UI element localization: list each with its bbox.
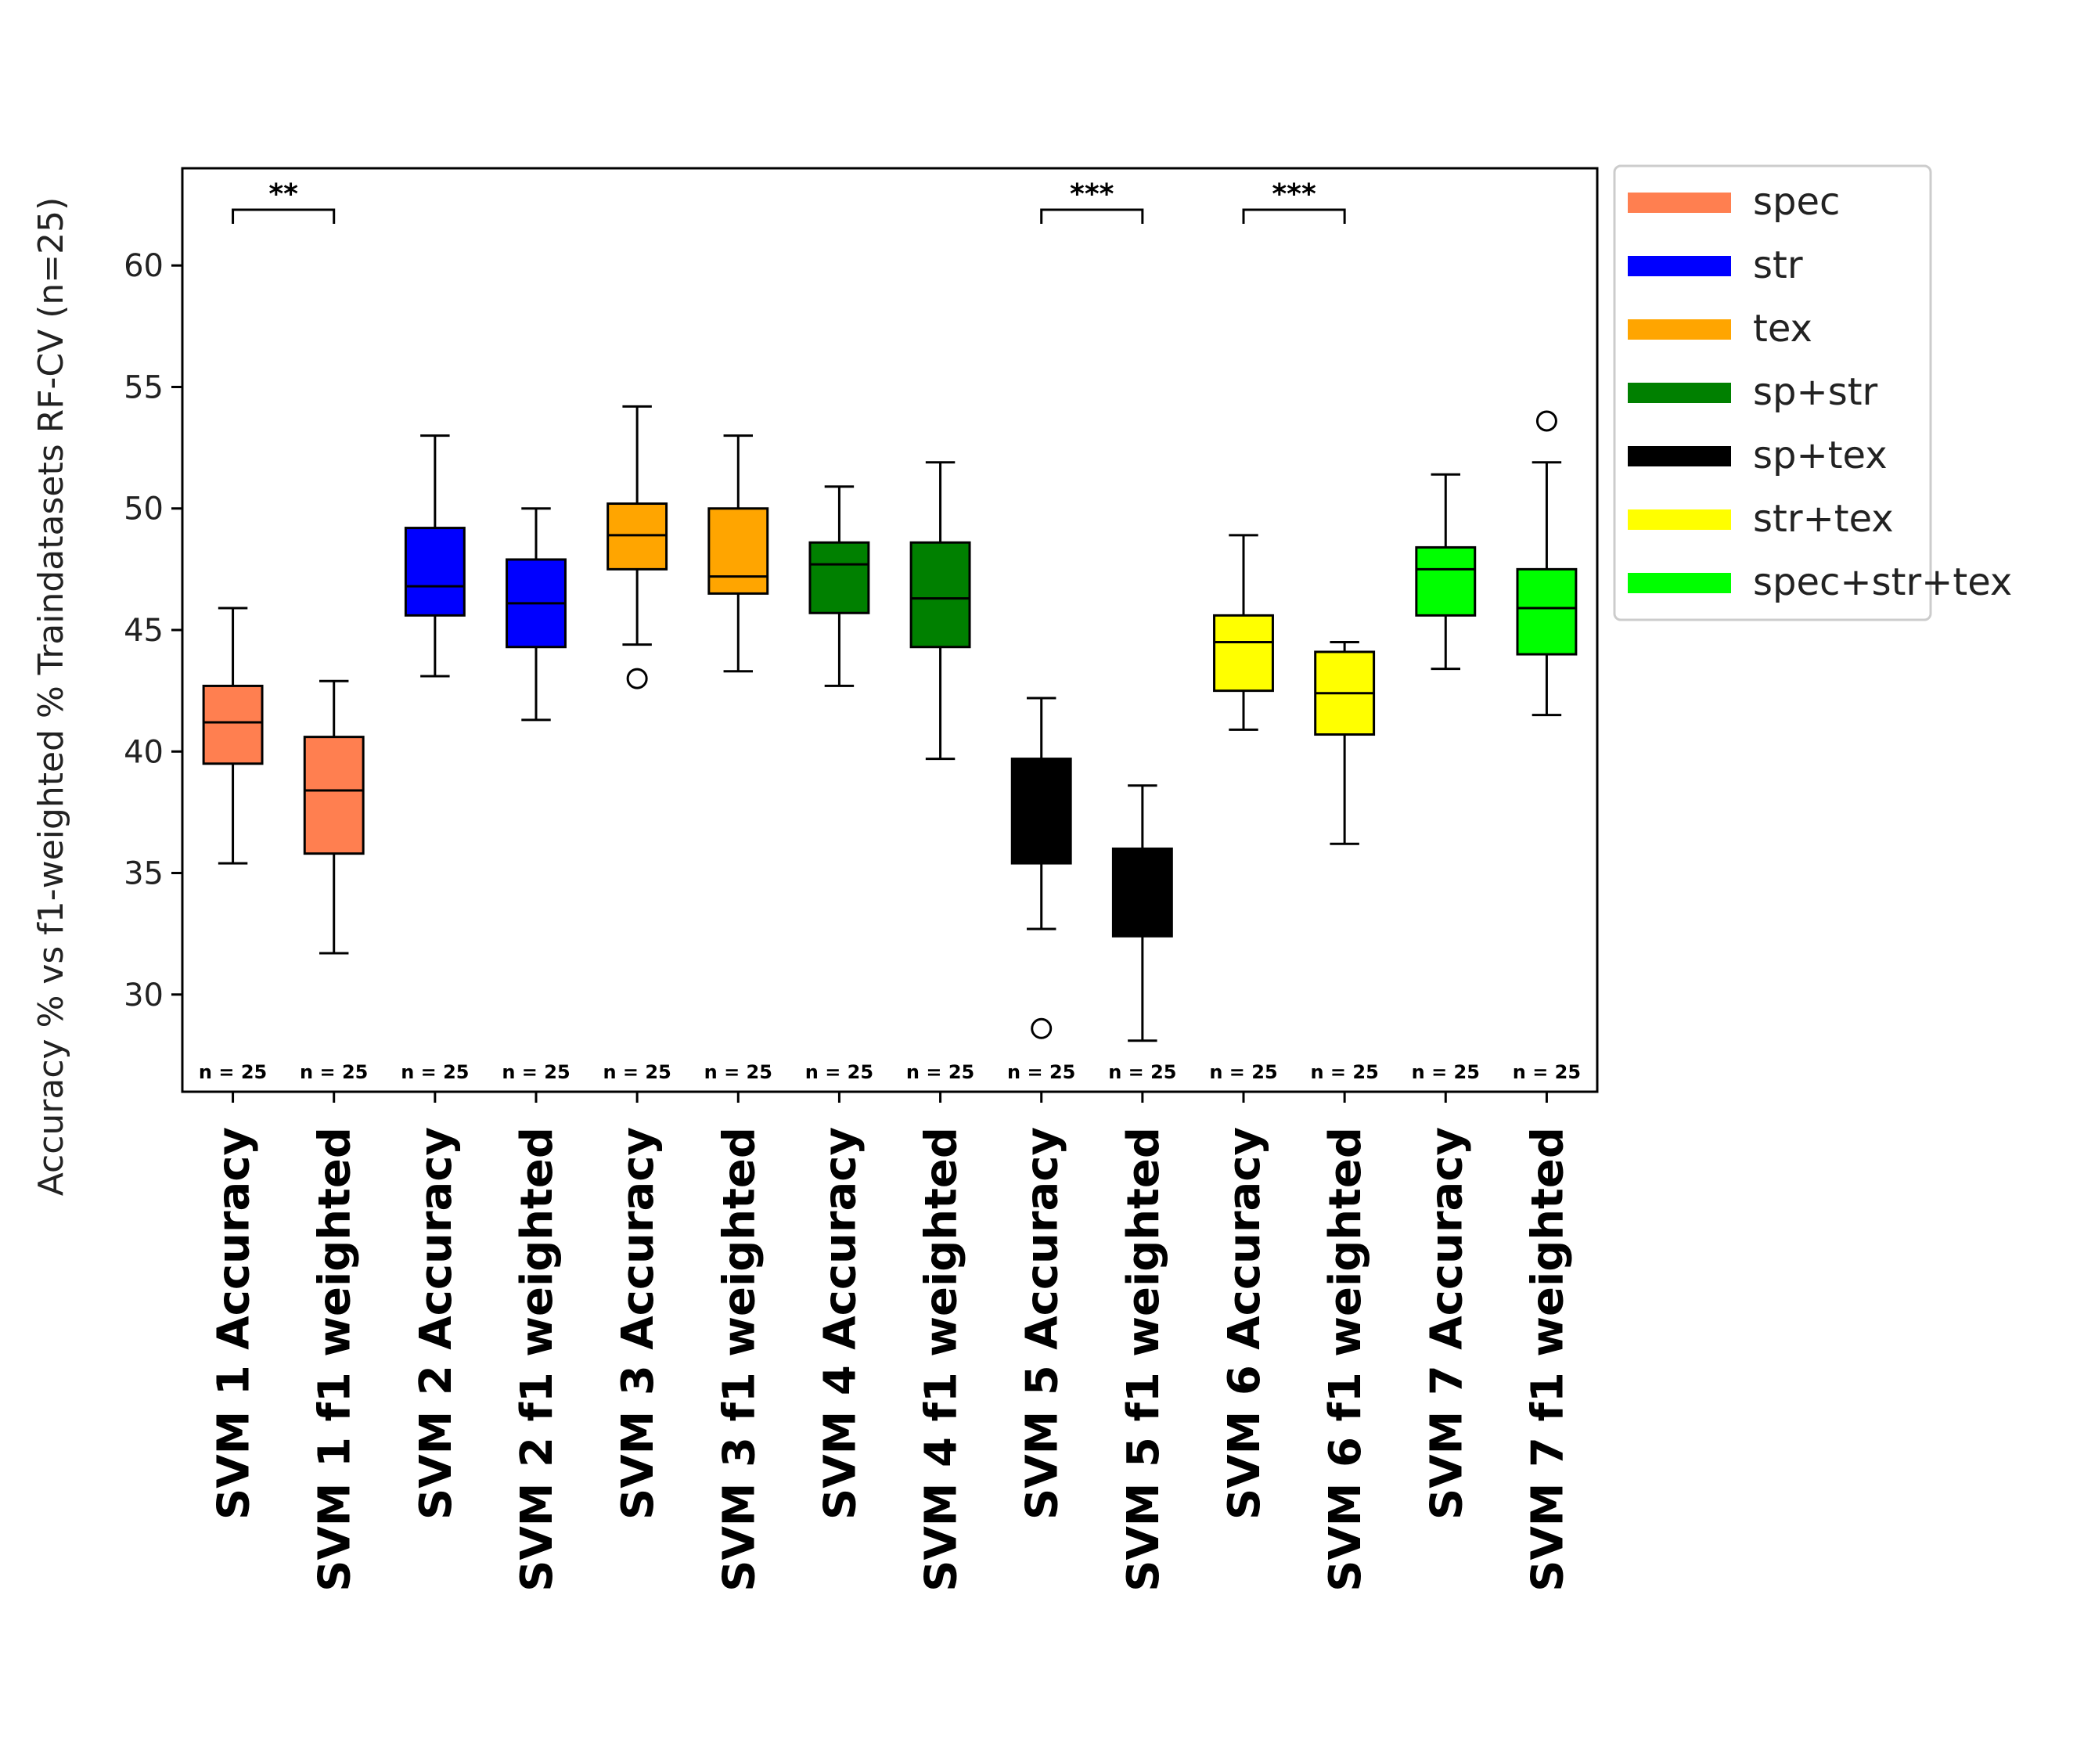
x-tick-label: SVM 7 Accuracy bbox=[1421, 1127, 1472, 1520]
box-body bbox=[202, 684, 264, 765]
n-label: n = 25 bbox=[906, 1061, 974, 1083]
significance-brackets: ** *** *** bbox=[232, 178, 1346, 224]
legend-label: str bbox=[1753, 243, 1803, 287]
legend-label: str+tex bbox=[1753, 497, 1894, 541]
n-label: n = 25 bbox=[1513, 1061, 1581, 1083]
y-tick-label: 45 bbox=[124, 613, 164, 649]
box-13 bbox=[1415, 473, 1477, 671]
n-label: n = 25 bbox=[502, 1061, 570, 1083]
box-3 bbox=[404, 434, 466, 678]
legend: spec str tex sp+str sp+tex str+tex spec+str+te… bbox=[1613, 164, 2012, 621]
n-label: n = 25 bbox=[704, 1061, 772, 1083]
x-axis-ticks: SVM 1 Accuracy SVM 1 f1 weighted SVM 2 Acc… bbox=[209, 1092, 1573, 1592]
y-tick-label: 40 bbox=[124, 734, 164, 770]
n-label: n = 25 bbox=[1209, 1061, 1277, 1083]
box-4 bbox=[506, 507, 567, 722]
n-label: n = 25 bbox=[805, 1061, 873, 1083]
box-14 bbox=[1516, 410, 1578, 717]
outlier-point bbox=[1031, 1017, 1053, 1039]
n-label: n = 25 bbox=[401, 1061, 469, 1083]
n-label: n = 25 bbox=[300, 1061, 368, 1083]
box-12 bbox=[1314, 641, 1376, 845]
x-tick-label: SVM 3 Accuracy bbox=[613, 1127, 664, 1520]
n-label: n = 25 bbox=[199, 1061, 267, 1083]
box-9 bbox=[1010, 697, 1072, 1039]
box-8 bbox=[909, 461, 971, 761]
x-tick-label: SVM 5 Accuracy bbox=[1017, 1127, 1068, 1520]
x-tick-label: SVM 6 Accuracy bbox=[1219, 1127, 1270, 1520]
box-body bbox=[1213, 614, 1274, 693]
n-label: n = 25 bbox=[1007, 1061, 1075, 1083]
legend-swatch bbox=[1628, 319, 1731, 340]
box-body bbox=[606, 502, 668, 571]
y-tick-label: 55 bbox=[124, 369, 164, 405]
n-count-labels: n = 25 n = 25 n = 25 n = 25 n = 25 n = 25 n = … bbox=[199, 1061, 1581, 1083]
box-10 bbox=[1111, 784, 1173, 1042]
legend-label: sp+tex bbox=[1753, 434, 1888, 477]
x-tick-label: SVM 1 Accuracy bbox=[209, 1127, 260, 1520]
y-tick-label: 30 bbox=[124, 977, 164, 1013]
y-tick-label: 35 bbox=[124, 856, 164, 892]
outlier-point bbox=[626, 668, 648, 689]
legend-swatch bbox=[1628, 193, 1731, 213]
n-label: n = 25 bbox=[1310, 1061, 1378, 1083]
legend-swatch bbox=[1628, 573, 1731, 593]
box-body bbox=[404, 527, 466, 617]
n-label: n = 25 bbox=[1108, 1061, 1176, 1083]
box-11 bbox=[1213, 534, 1274, 731]
significance-marker: ** bbox=[268, 178, 298, 211]
box-series bbox=[202, 405, 1578, 1042]
box-6 bbox=[707, 434, 769, 673]
box-body bbox=[808, 541, 870, 614]
box-1 bbox=[202, 607, 264, 865]
box-body bbox=[303, 736, 365, 855]
y-tick-label: 60 bbox=[124, 248, 164, 284]
legend-label: sp+str bbox=[1753, 370, 1878, 414]
x-tick-label: SVM 2 Accuracy bbox=[411, 1127, 462, 1520]
y-tick-label: 50 bbox=[124, 491, 164, 527]
x-tick-label: SVM 3 f1 weighted bbox=[714, 1127, 765, 1592]
x-tick-label: SVM 1 f1 weighted bbox=[310, 1127, 361, 1592]
x-tick-label: SVM 2 f1 weighted bbox=[512, 1127, 563, 1592]
box-body bbox=[1516, 567, 1578, 656]
box-body bbox=[1415, 545, 1477, 617]
significance-bracket bbox=[232, 208, 336, 224]
legend-label: spec+str+tex bbox=[1753, 560, 2012, 604]
outlier-point bbox=[1535, 410, 1557, 432]
legend-swatch bbox=[1628, 446, 1731, 466]
box-5 bbox=[606, 405, 668, 689]
x-tick-label: SVM 7 f1 weighted bbox=[1522, 1127, 1573, 1592]
legend-swatch bbox=[1628, 383, 1731, 403]
legend-label: spec bbox=[1753, 180, 1840, 224]
legend-label: tex bbox=[1753, 307, 1812, 351]
legend-swatch bbox=[1628, 509, 1731, 530]
x-tick-label: SVM 4 Accuracy bbox=[815, 1127, 866, 1520]
plot-frame bbox=[181, 167, 1599, 1093]
significance-marker: *** bbox=[1272, 178, 1316, 211]
box-7 bbox=[808, 485, 870, 687]
n-label: n = 25 bbox=[603, 1061, 671, 1083]
legend-frame bbox=[1613, 164, 1932, 621]
significance-bracket bbox=[1242, 208, 1346, 224]
significance-bracket bbox=[1040, 208, 1144, 224]
x-tick-label: SVM 4 f1 weighted bbox=[916, 1127, 967, 1592]
y-axis-label: Accuracy % vs f1-weighted % Traindataset… bbox=[31, 197, 71, 1197]
n-label: n = 25 bbox=[1412, 1061, 1480, 1083]
box-2 bbox=[303, 679, 365, 955]
box-body bbox=[909, 541, 971, 649]
box-body bbox=[707, 507, 769, 595]
y-axis-ticks: 30 35 40 45 50 55 60 bbox=[124, 248, 182, 1013]
x-tick-label: SVM 5 f1 weighted bbox=[1118, 1127, 1169, 1592]
legend-swatch bbox=[1628, 256, 1731, 276]
x-tick-label: SVM 6 f1 weighted bbox=[1320, 1127, 1371, 1592]
significance-marker: *** bbox=[1070, 178, 1114, 211]
box-body bbox=[1111, 847, 1173, 938]
box-body bbox=[1010, 758, 1072, 865]
